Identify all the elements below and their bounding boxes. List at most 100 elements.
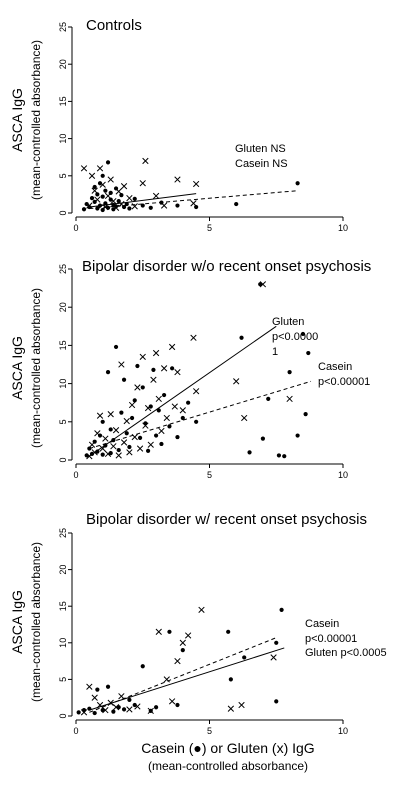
gluten-point [104, 450, 112, 458]
gluten-point [107, 411, 114, 418]
gluten-point [168, 343, 176, 351]
gluten-point [270, 654, 277, 661]
casein-point [228, 677, 233, 682]
x-tick-label: 10 [338, 726, 348, 736]
gluten-point [120, 183, 128, 190]
casein-point [100, 419, 105, 424]
y-tick-label: 0 [58, 210, 68, 215]
gluten-point [174, 368, 181, 376]
casein-point [226, 629, 231, 634]
y-tick-label: 15 [58, 601, 68, 611]
casein-point [247, 450, 252, 455]
casein-point [76, 710, 81, 715]
y-tick-label: 0 [58, 457, 68, 462]
gluten-point [190, 200, 197, 207]
gluten-point [120, 439, 128, 446]
gluten-point [227, 705, 235, 712]
y-axis-label-sub: (mean-controlled absorbance) [29, 542, 43, 702]
casein-point [180, 415, 185, 421]
gluten-point [126, 194, 133, 202]
x-tick-label: 0 [73, 470, 78, 480]
panel-bipolar-without-psychosis: Bipolar disorder w/o recent onset psycho… [9, 258, 371, 480]
gluten-point [104, 192, 112, 200]
casein-point [132, 196, 137, 201]
gluten-point [155, 395, 162, 403]
gluten-fit-line [89, 193, 197, 208]
casein-point [100, 194, 105, 199]
y-tick-label: 20 [58, 565, 68, 575]
casein-point [89, 196, 95, 201]
casein-point [151, 367, 156, 372]
x-tick-label: 0 [73, 223, 78, 233]
gluten-point [192, 180, 200, 188]
gluten-point [91, 694, 98, 701]
gluten-point [150, 376, 157, 383]
casein-point [132, 398, 137, 403]
casein-point [295, 181, 300, 186]
y-tick-label: 5 [58, 173, 68, 178]
casein-point [129, 415, 135, 421]
gluten-point [134, 703, 141, 710]
gluten-point [110, 443, 117, 450]
gluten-point [102, 435, 109, 442]
annotation-casein-p: p<0.00001 [305, 633, 357, 645]
gluten-point [115, 452, 122, 459]
x-tick-label: 10 [338, 470, 348, 480]
casein-point [137, 435, 143, 440]
y-tick-label: 0 [58, 713, 68, 718]
gluten-point [88, 172, 96, 179]
casein-point [282, 454, 287, 459]
casein-point [100, 173, 105, 178]
annotation-casein: Casein [305, 618, 339, 630]
casein-point [234, 201, 239, 207]
casein-point [303, 412, 308, 417]
panel-title: Bipolar disorder w/ recent onset psychos… [86, 511, 367, 528]
plot-marks: 0 5 10 15 20 25 0 5 10 [58, 528, 348, 736]
casein-point [92, 710, 97, 716]
gluten-point [134, 384, 141, 391]
casein-point [108, 197, 113, 202]
casein-point [121, 707, 127, 712]
y-tick-label: 20 [58, 302, 68, 312]
gluten-point [147, 441, 154, 448]
gluten-point [144, 404, 152, 412]
gluten-point [163, 676, 170, 683]
gluten-point [86, 202, 93, 209]
casein-point [148, 205, 153, 210]
gluten-point [96, 412, 104, 419]
casein-point [140, 385, 145, 390]
gluten-point [241, 414, 248, 422]
annotation-casein-p: p<0.00001 [318, 376, 370, 388]
casein-point [124, 431, 129, 436]
gluten-point [184, 632, 192, 639]
y-axis-label: ASCA IgG [9, 88, 25, 152]
casein-point [260, 436, 265, 441]
gluten-point [192, 388, 200, 395]
y-axis-label-sub: (mean-controlled absorbance) [29, 288, 43, 448]
gluten-point [86, 683, 93, 690]
x-tick-label: 0 [73, 726, 78, 736]
x-tick-label: 10 [338, 223, 348, 233]
x-axis-label: Casein (●) or Gluten (x) IgG [141, 740, 314, 756]
casein-point [135, 363, 140, 369]
casein-point [154, 705, 159, 710]
gluten-point [102, 706, 109, 714]
gluten-point [110, 197, 117, 205]
gluten-point [123, 417, 130, 425]
y-tick-label: 10 [58, 134, 68, 144]
casein-point [242, 655, 247, 660]
casein-point [287, 370, 292, 375]
casein-point [140, 664, 145, 669]
casein-point [97, 181, 103, 186]
gluten-point [155, 628, 162, 635]
annotation-casein: Casein [318, 361, 352, 373]
gluten-point [128, 401, 136, 409]
casein-point [279, 607, 284, 612]
y-tick-label: 5 [58, 419, 68, 424]
casein-point [81, 207, 87, 212]
gluten-point [179, 639, 186, 646]
gluten-point [163, 414, 170, 422]
y-axis-label: ASCA IgG [9, 590, 25, 654]
panel-title: Bipolar disorder w/o recent onset psycho… [82, 258, 371, 275]
